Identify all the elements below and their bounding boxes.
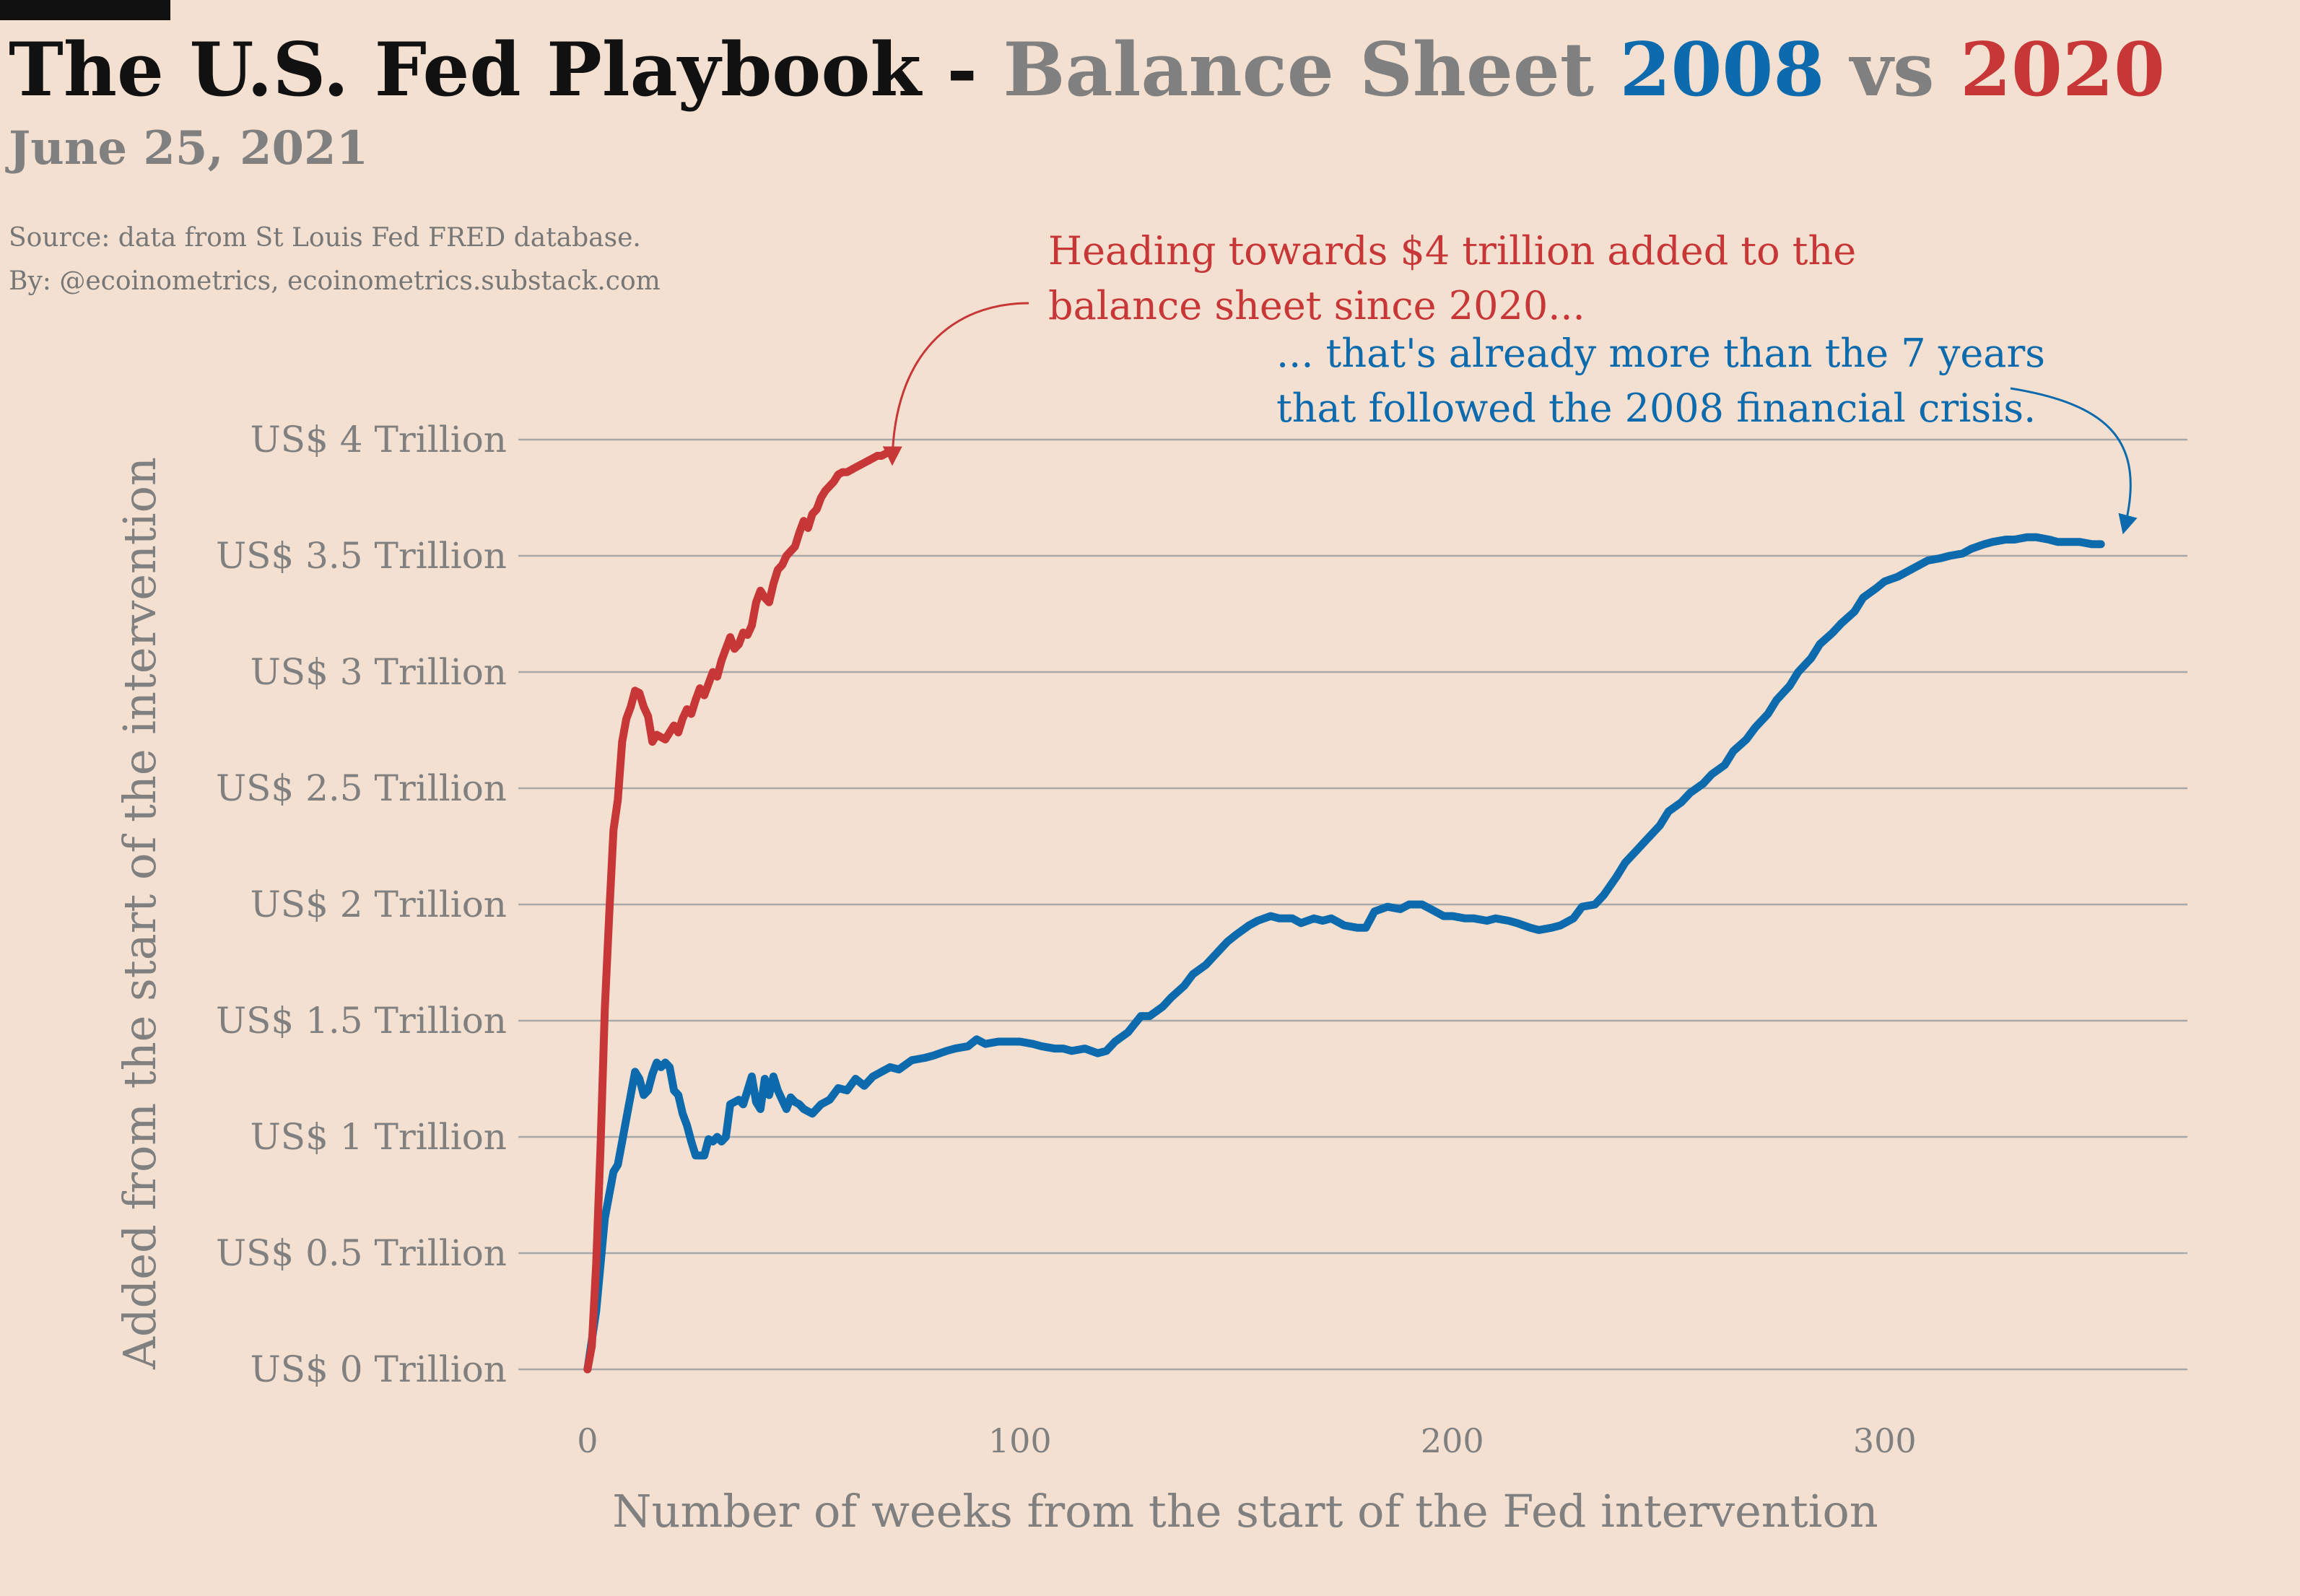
grid-lines bbox=[518, 438, 2187, 1371]
y-tick-label: US$ 1.5 Trillion bbox=[216, 1000, 507, 1042]
x-tick-label: 300 bbox=[1853, 1421, 1917, 1460]
annotation-2020-arrow bbox=[882, 302, 1029, 466]
byline: By: @ecoinometrics, ecoinometrics.substa… bbox=[9, 266, 661, 296]
y-axis-ticks: US$ 0 Trillion US$ 0.5 Trillion US$ 1 Tril… bbox=[216, 419, 507, 1390]
y-tick-label: US$ 3 Trillion bbox=[251, 651, 507, 693]
y-tick-label: US$ 2.5 Trillion bbox=[216, 767, 507, 809]
x-tick-label: 200 bbox=[1421, 1421, 1484, 1460]
series-line-2008 bbox=[583, 533, 2105, 1374]
title-part-balance-sheet: Balance Sheet bbox=[1003, 27, 1620, 113]
series-lines bbox=[583, 449, 2105, 1374]
y-tick-label: US$ 4 Trillion bbox=[251, 419, 507, 461]
annotation-2008-line2: that followed the 2008 financial crisis. bbox=[1276, 385, 2037, 431]
annotation-2008-arrow bbox=[2010, 387, 2138, 535]
x-axis-ticks: 0 100 200 300 bbox=[577, 1421, 1916, 1460]
corner-tab bbox=[0, 0, 170, 20]
x-tick-label: 100 bbox=[988, 1421, 1052, 1460]
y-tick-label: US$ 1 Trillion bbox=[251, 1116, 507, 1158]
annotation-2008-line1: ... that's already more than the 7 years bbox=[1276, 331, 2045, 376]
y-tick-label: US$ 2 Trillion bbox=[251, 884, 507, 925]
source-credits: Source: data from St Louis Fed FRED data… bbox=[9, 217, 661, 303]
title-part-2008: 2008 bbox=[1619, 27, 1825, 113]
y-tick-label: US$ 3.5 Trillion bbox=[216, 535, 507, 577]
annotation-2020-line2: balance sheet since 2020... bbox=[1048, 283, 1585, 328]
annotation-2020-line1: Heading towards $4 trillion added to the bbox=[1048, 228, 1857, 274]
chart-date: June 25, 2021 bbox=[9, 121, 369, 175]
title-part-vs: vs bbox=[1824, 27, 1961, 113]
annotation-2008: ... that's already more than the 7 years… bbox=[1276, 326, 2045, 436]
x-tick-label: 0 bbox=[577, 1421, 598, 1460]
chart-title: The U.S. Fed Playbook - Balance Sheet 20… bbox=[9, 26, 2165, 114]
title-part-main: The U.S. Fed Playbook - bbox=[9, 27, 1003, 113]
y-axis-label: Added from the start of the intervention bbox=[113, 457, 166, 1370]
annotation-2020: Heading towards $4 trillion added to the… bbox=[1048, 224, 1856, 333]
source-line: Source: data from St Louis Fed FRED data… bbox=[9, 223, 641, 253]
y-tick-label: US$ 0 Trillion bbox=[251, 1348, 507, 1390]
series-line-2020 bbox=[583, 449, 890, 1374]
title-part-2020: 2020 bbox=[1960, 27, 2165, 113]
x-axis-label: Number of weeks from the start of the Fe… bbox=[612, 1485, 1878, 1538]
y-tick-label: US$ 0.5 Trillion bbox=[216, 1232, 507, 1274]
